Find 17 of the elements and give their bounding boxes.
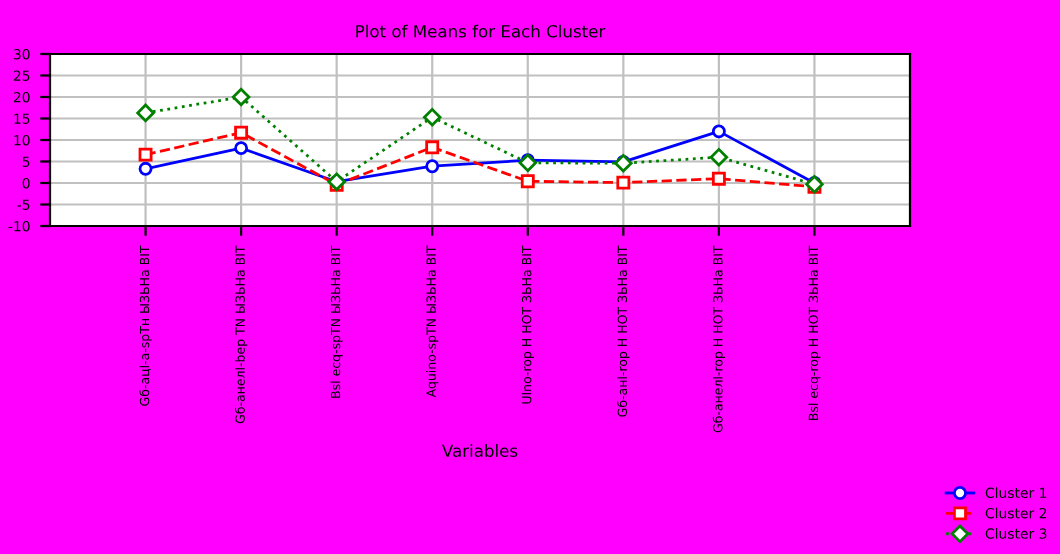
point	[709, 147, 729, 167]
chart-title: Plot of Means for Each Cluster	[356, 24, 606, 38]
point	[136, 103, 155, 123]
point	[711, 171, 726, 186]
point	[138, 147, 153, 162]
point	[425, 159, 440, 174]
point	[138, 161, 153, 176]
point	[711, 124, 726, 139]
point	[231, 87, 251, 107]
point	[234, 141, 249, 156]
point	[234, 125, 249, 140]
point	[520, 174, 535, 189]
point	[422, 107, 442, 127]
point	[616, 175, 631, 190]
x-axis-title: Variables	[442, 444, 518, 458]
point	[425, 140, 440, 155]
point	[518, 153, 538, 173]
